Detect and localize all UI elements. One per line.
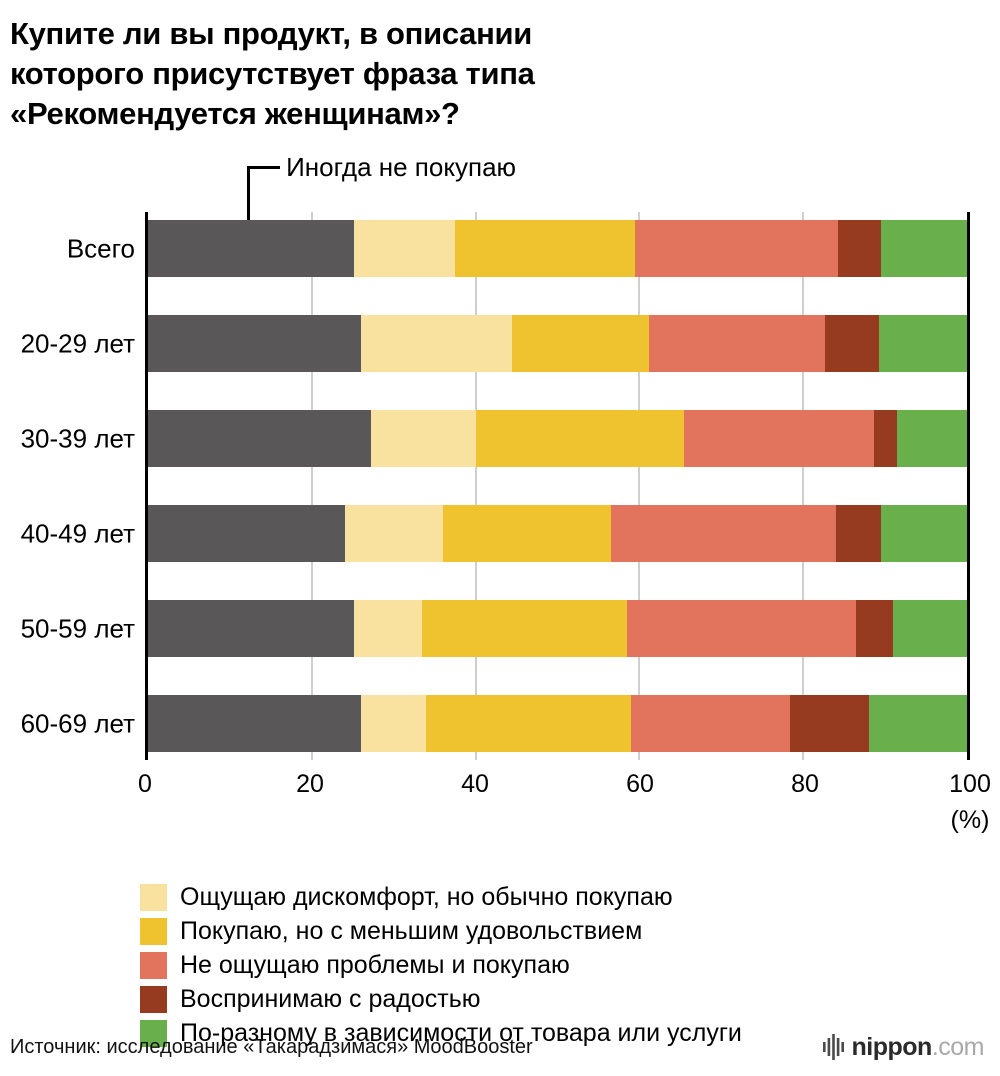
annotation-callout-line: Иногда не покупаю: [247, 152, 516, 225]
page-title: Купите ли вы продукт, в описании которог…: [0, 0, 1000, 134]
bar-segment: [148, 315, 361, 372]
bar-segment: [148, 220, 354, 277]
legend-swatch: [140, 986, 167, 1013]
bar-segment: [353, 220, 456, 277]
x-axis: (%) 0 20 40 60 80 100: [138, 760, 991, 834]
bar-segment: [360, 315, 512, 372]
bar-segment: [511, 315, 650, 372]
gridline: [638, 212, 641, 760]
chart-rows: Всего 20-29 лет 30-39 лет 40-49 лет 50-59 ле…: [21, 220, 967, 752]
legend-item: Покупаю, но с меньшим удовольствием: [140, 918, 1000, 945]
plot-area: Иногда не покупаю Всего 20-29 лет 30-39 ле…: [21, 152, 970, 760]
bar-segment: [893, 600, 967, 657]
legend-label: Не ощущаю проблемы и покупаю: [180, 951, 570, 979]
bar-segment: [475, 410, 685, 467]
bar-row: Всего: [67, 220, 967, 277]
x-tick-label: 20: [296, 770, 324, 798]
category-label: 40-49 лет: [20, 518, 135, 548]
legend-item: По-разному в зависимости от товара или у…: [140, 1020, 1000, 1047]
bar-segment: [354, 600, 423, 657]
nippon-logo: nippon .com: [822, 1032, 985, 1062]
category-label: Всего: [66, 233, 135, 263]
gridline: [310, 212, 313, 760]
footer: Источник: исследование «Такарадзимася» M…: [0, 1032, 1000, 1062]
bar-segment: [422, 600, 628, 657]
legend-label: Ощущаю дискомфорт, но обычно покупаю: [180, 883, 673, 911]
bar-row: 30-39 лет: [21, 410, 967, 467]
bar-segment: [610, 505, 836, 562]
legend-swatch: [140, 884, 167, 911]
bar-segment: [880, 220, 967, 277]
legend-swatch: [140, 918, 167, 945]
bar-segment: [837, 220, 881, 277]
bar-row: 60-69 лет: [21, 695, 967, 752]
legend-item: Воспринимаю с радостью: [140, 986, 1000, 1013]
legend-swatch: [140, 1020, 167, 1047]
source-text: Источник: исследование «Такарадзимася» M…: [10, 1035, 533, 1058]
chart: Иногда не покупаю Всего 20-29 лет 30-39 ле…: [21, 152, 991, 834]
bar-row: 40-49 лет: [21, 505, 967, 562]
bar-segment: [649, 315, 826, 372]
bar-segment: [442, 505, 611, 562]
bar-segment: [148, 505, 345, 562]
legend-label: Покупаю, но с меньшим удовольствием: [180, 917, 643, 945]
bar-segment: [790, 695, 869, 752]
legend-label: Воспринимаю с радостью: [180, 985, 481, 1013]
bar-row: 20-29 лет: [21, 315, 967, 372]
category-label: 20-29 лет: [20, 328, 135, 358]
bar-segment: [897, 410, 967, 467]
category-label: 60-69 лет: [20, 708, 135, 738]
legend-item: Ощущаю дискомфорт, но обычно покупаю: [140, 884, 1000, 911]
category-label: 30-39 лет: [20, 423, 135, 453]
bar-segment: [878, 315, 967, 372]
bar-segment: [825, 315, 879, 372]
bar-row: 50-59 лет: [21, 600, 967, 657]
legend-item: Не ощущаю проблемы и покупаю: [140, 952, 1000, 979]
bar-segment: [631, 695, 791, 752]
bar-segment: [635, 220, 838, 277]
bar-segment: [627, 600, 856, 657]
logo-suffix: .com: [931, 1032, 985, 1061]
bar-segment: [148, 410, 371, 467]
bar-segment: [874, 410, 898, 467]
bar-segment: [880, 505, 967, 562]
bar-segment: [835, 505, 881, 562]
x-tick-label: 60: [626, 770, 654, 798]
gridline: [802, 212, 805, 760]
bar-segment: [370, 410, 476, 467]
bar-segment: [148, 695, 361, 752]
bar-segment: [868, 695, 967, 752]
x-tick-label: 100: [949, 770, 991, 798]
gridline: [474, 212, 477, 760]
bar-segment: [360, 695, 427, 752]
title-line-3: «Рекомендуется женщинам»?: [10, 96, 460, 131]
bar-segment: [684, 410, 875, 467]
annotation-label: Иногда не покупаю: [286, 152, 517, 182]
category-label: 50-59 лет: [20, 613, 135, 643]
legend: Ощущаю дискомфорт, но обычно покупаю Поку…: [140, 884, 1000, 1047]
bar-segment: [148, 600, 355, 657]
title-line-1: Купите ли вы продукт, в описании: [10, 16, 533, 51]
bar-segment: [426, 695, 632, 752]
equalizer-bars-icon: [822, 1034, 844, 1060]
legend-swatch: [140, 952, 167, 979]
legend-label: По-разному в зависимости от товара или у…: [180, 1019, 742, 1047]
logo-text: nippon: [851, 1032, 933, 1061]
x-tick-label: 40: [461, 770, 489, 798]
bar-segment: [344, 505, 443, 562]
x-tick-label: 0: [138, 770, 152, 798]
bar-segment: [855, 600, 894, 657]
title-line-2: которого присутствует фраза типа: [10, 56, 535, 91]
bar-segment: [455, 220, 636, 277]
x-axis-unit: (%): [950, 806, 990, 834]
x-tick-label: 80: [791, 770, 819, 798]
